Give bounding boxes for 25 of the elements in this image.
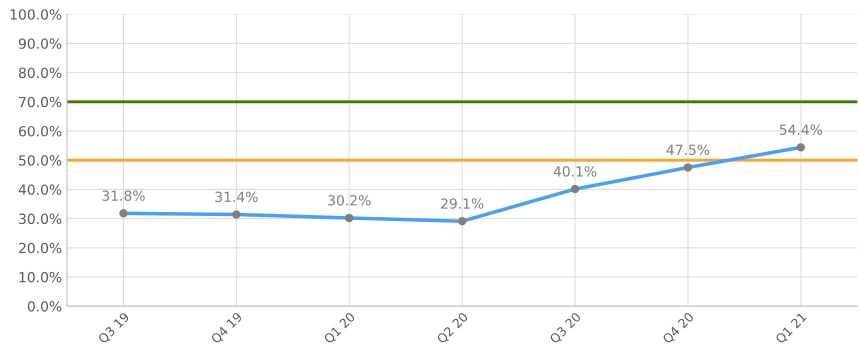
- x-tick-label: Q1 21: [774, 312, 808, 346]
- x-tick-label: Q2 20: [436, 312, 470, 346]
- y-tick-label: 40.0%: [18, 184, 62, 195]
- x-tick-label: Q1 20: [323, 312, 357, 346]
- data-label: 30.2%: [328, 195, 371, 206]
- x-tick-label: Q3 20: [549, 312, 582, 346]
- x-tick-label: Q4 20: [662, 312, 696, 346]
- data-label: 54.4%: [780, 124, 822, 135]
- y-tick-label: 60.0%: [18, 126, 62, 136]
- y-tick-label: 30.0%: [19, 214, 62, 224]
- data-label: 47.5%: [666, 144, 710, 156]
- y-tick-label: 0.0%: [28, 301, 62, 312]
- data-label: 29.1%: [441, 198, 484, 209]
- y-tick-label: 80.0%: [18, 68, 62, 78]
- x-tick-label: Q4 19: [210, 312, 244, 346]
- x-tick-label: Q3 19: [97, 312, 131, 346]
- y-tick-label: 20.0%: [19, 242, 62, 254]
- data-label: 31.4%: [215, 192, 258, 202]
- y-tick-label: 10.0%: [20, 272, 62, 282]
- y-tick-label: 100.0%: [10, 9, 62, 20]
- data-label: 31.8%: [102, 190, 145, 201]
- y-tick-label: 90.0%: [18, 38, 62, 49]
- y-tick-label: 50.0%: [19, 155, 62, 166]
- data-label: 40.1%: [554, 166, 596, 177]
- y-tick-label: 70.0%: [19, 96, 62, 108]
